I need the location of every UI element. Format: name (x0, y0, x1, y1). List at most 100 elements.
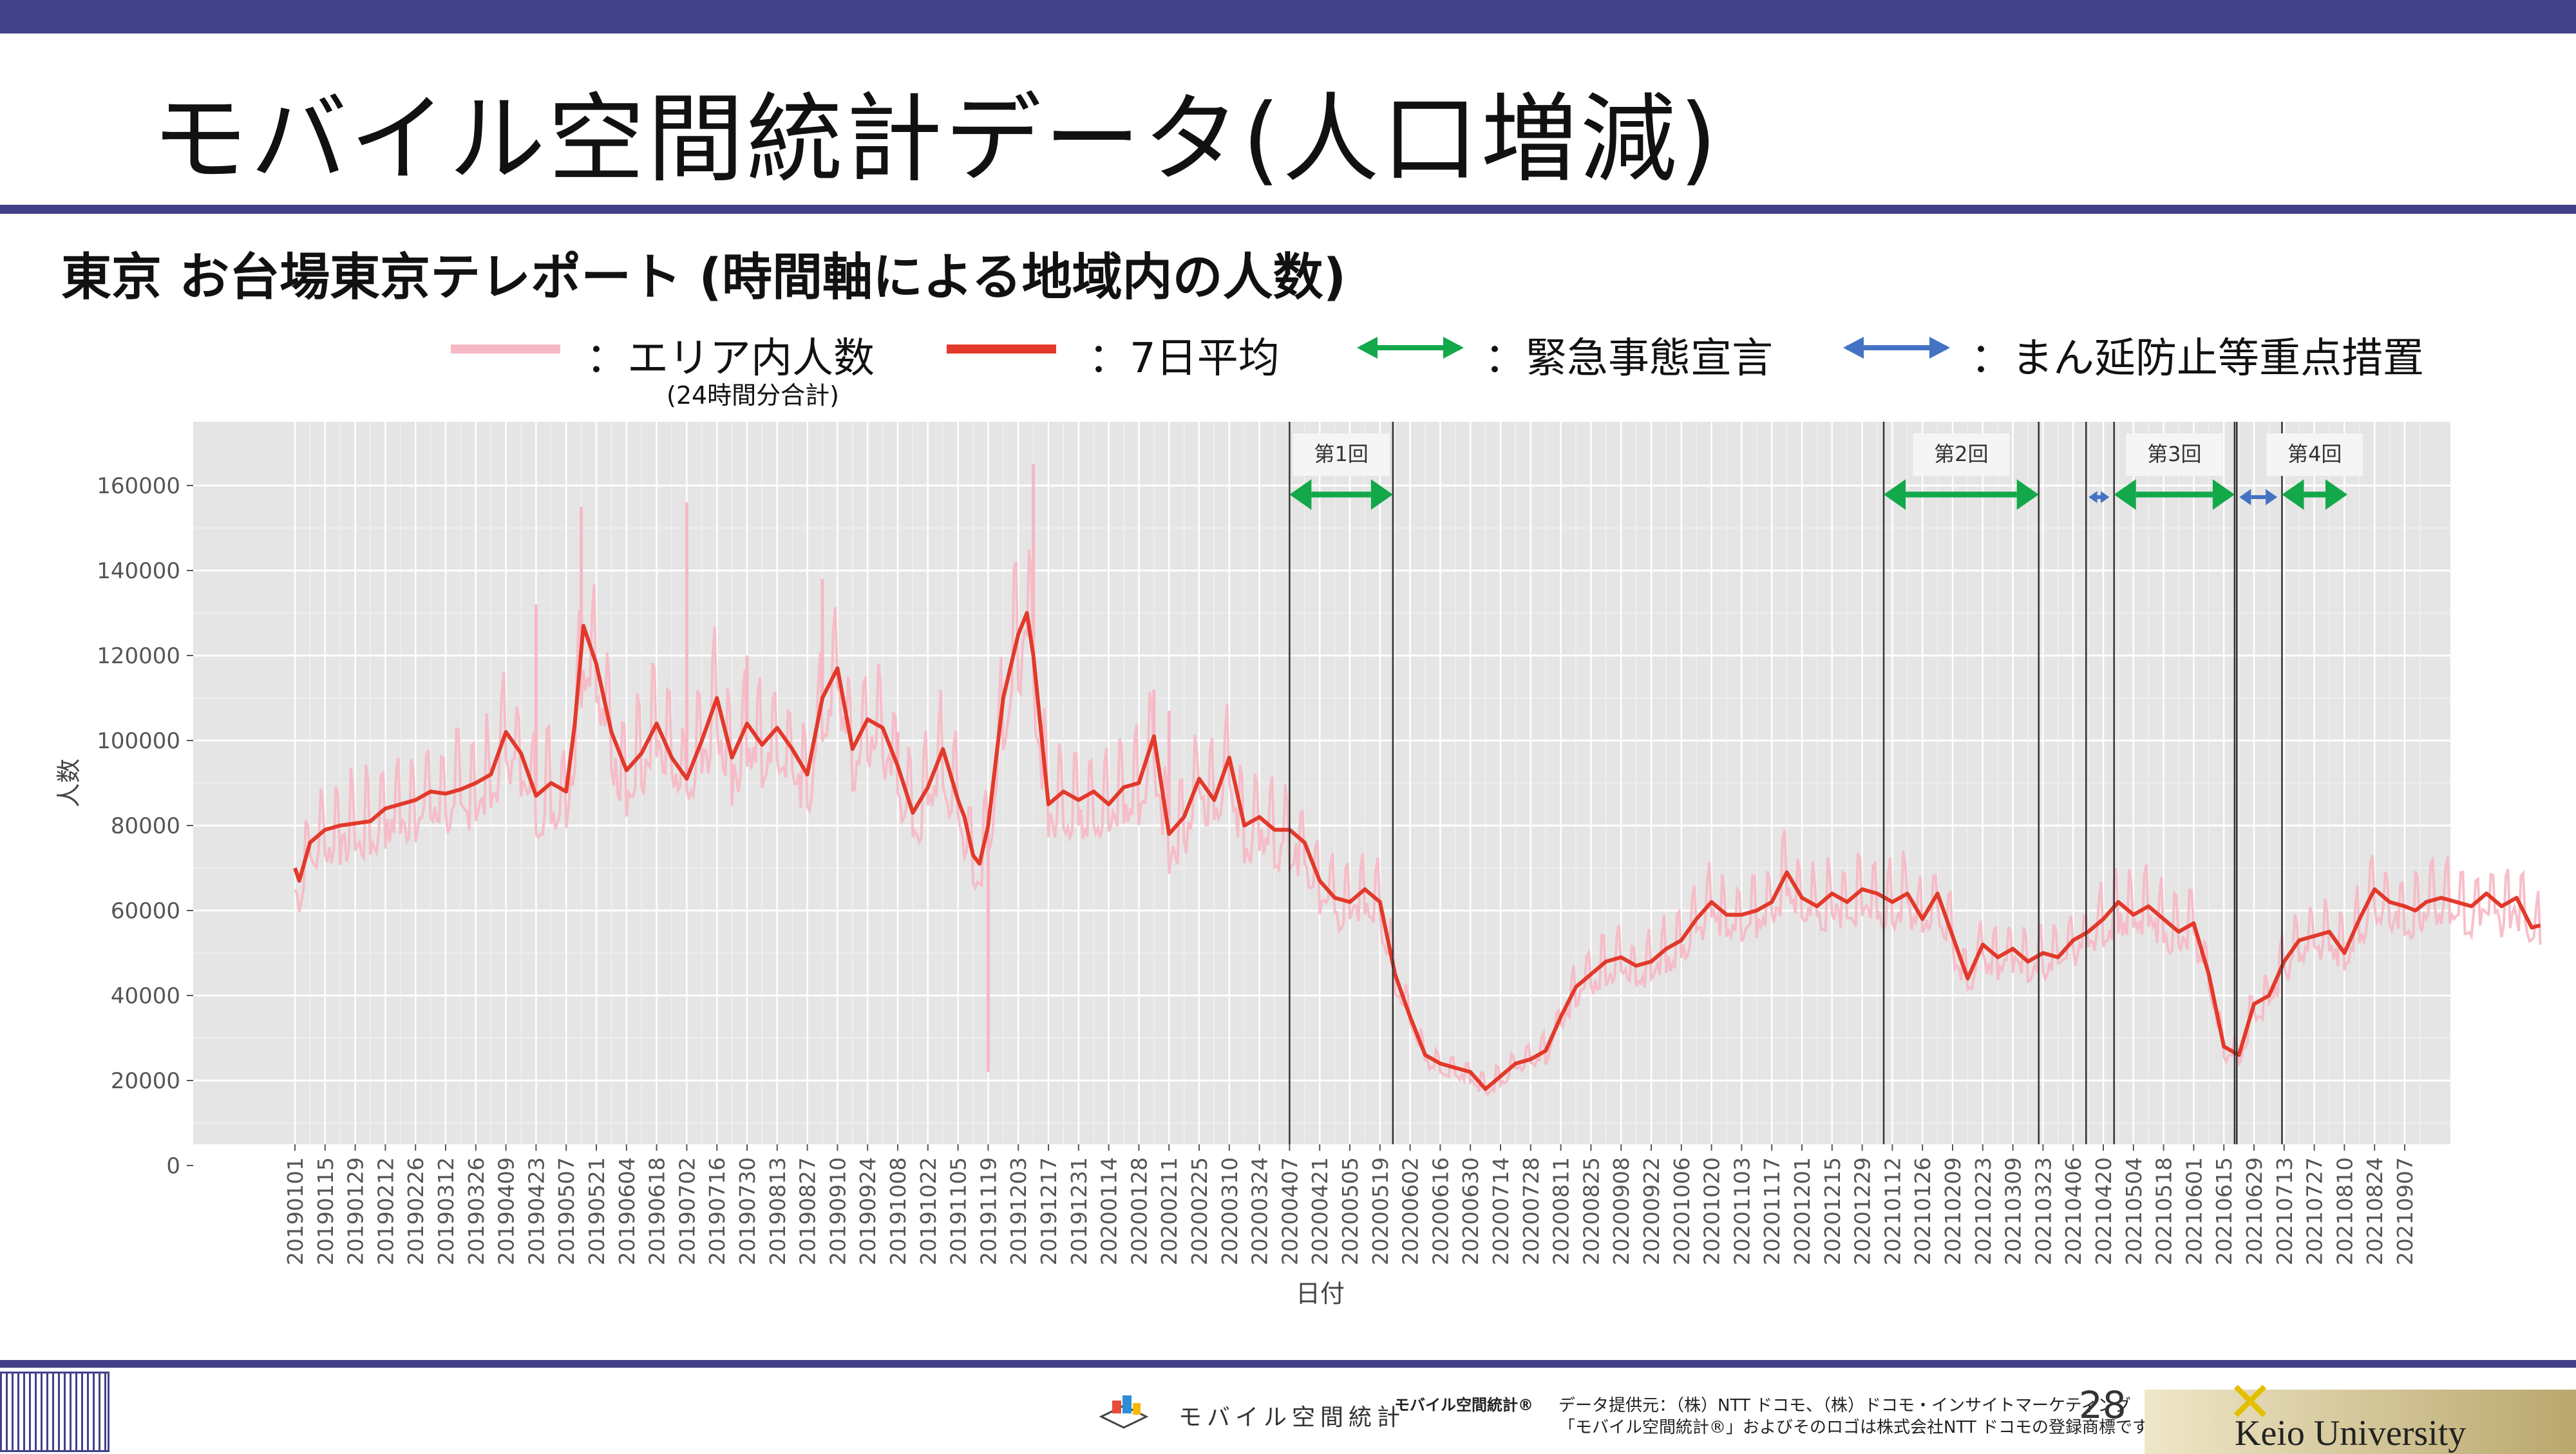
x-tick-label: 20210810 (2332, 1157, 2357, 1265)
x-tick-label: 20190910 (825, 1157, 850, 1265)
x-tick-label: 20190604 (614, 1157, 639, 1265)
footer-divider (0, 1360, 2576, 1368)
area-count-series (294, 464, 2542, 1097)
legend-area-count-note: (24時間分合計) (667, 381, 840, 410)
moving-average-line (293, 611, 2541, 1091)
x-tick-label: 20190730 (735, 1157, 760, 1265)
x-axis: 20190101 20190115 20190129 20190212 20190226… (283, 1144, 2418, 1265)
period-label-box (2266, 433, 2363, 476)
y-axis-label: 人数 (55, 759, 83, 807)
x-tick-label: 20201229 (1850, 1157, 1875, 1265)
x-tick-label: 20200922 (1639, 1157, 1664, 1265)
x-tick-label: 20190101 (283, 1157, 308, 1265)
top-accent-bar (0, 0, 2576, 33)
y-tick-label: 20000 (111, 1068, 180, 1094)
x-tick-label: 20200728 (1519, 1157, 1544, 1265)
mobile-stats-logo-text: モバイル空間統計 (1179, 1404, 1406, 1431)
x-tick-label: 20191231 (1066, 1157, 1092, 1265)
page-number: 28 (2079, 1383, 2126, 1427)
x-tick-label: 20200714 (1488, 1157, 1513, 1265)
x-tick-label: 20210615 (2211, 1157, 2237, 1265)
y-tick-label: 160000 (97, 473, 180, 499)
chart-subtitle: 東京 お台場東京テレポート (時間軸による地域内の人数) (61, 249, 1347, 307)
x-tick-label: 20190702 (674, 1157, 699, 1265)
emergency-period-label: 第4回 (2287, 442, 2342, 466)
x-tick-label: 20190129 (343, 1157, 368, 1265)
x-tick-label: 20190212 (373, 1157, 398, 1265)
y-tick-label: 80000 (111, 813, 180, 839)
period-label-box (1293, 433, 1390, 476)
university-name: Keio University (2235, 1413, 2467, 1453)
x-tick-label: 20200211 (1157, 1157, 1182, 1265)
x-tick-label: 20210727 (2302, 1157, 2327, 1265)
area-count-line (294, 549, 2542, 1097)
period-label-box (1913, 433, 2010, 476)
x-tick-label: 20210126 (1910, 1157, 1935, 1265)
x-tick-label: 20210824 (2362, 1157, 2387, 1265)
x-tick-label: 20200519 (1368, 1157, 1393, 1265)
x-tick-label: 20210629 (2242, 1157, 2267, 1265)
x-tick-label: 20210209 (1940, 1157, 1965, 1265)
x-tick-label: 20210518 (2152, 1157, 2177, 1265)
legend-emergency-label: ：緊急事態宣言 (1484, 335, 1773, 382)
x-tick-label: 20210601 (2181, 1157, 2206, 1265)
x-tick-label: 20190716 (705, 1157, 730, 1265)
pen-mark-icon: ✕ (2227, 1370, 2274, 1435)
x-tick-label: 20191119 (976, 1157, 1001, 1265)
legend-moving-avg-label: ：7日平均 (1088, 335, 1280, 382)
x-tick-label: 20200310 (1217, 1157, 1242, 1265)
grid-lines (193, 422, 2450, 1167)
x-tick-label: 20191203 (1006, 1157, 1031, 1265)
emergency-period-label: 第3回 (2147, 442, 2201, 466)
x-tick-label: 20191105 (946, 1157, 971, 1265)
x-tick-label: 20191022 (916, 1157, 941, 1265)
x-tick-label: 20190423 (524, 1157, 549, 1265)
emergency-period-arrow (2114, 479, 2235, 510)
x-tick-label: 20191008 (886, 1157, 911, 1265)
x-tick-label: 20190507 (554, 1157, 579, 1265)
x-tick-label: 20200505 (1338, 1157, 1363, 1265)
x-tick-label: 20190827 (795, 1157, 820, 1265)
moving-average-series (293, 611, 2541, 1091)
legend-emergency: ：緊急事態宣言 (1356, 325, 1806, 382)
x-tick-label: 20201201 (1790, 1157, 1815, 1265)
x-tick-label: 20200908 (1609, 1157, 1634, 1265)
x-tick-label: 20201020 (1700, 1157, 1725, 1265)
x-tick-label: 20190312 (433, 1157, 459, 1265)
x-tick-label: 20200630 (1458, 1157, 1483, 1265)
x-tick-label: 20210504 (2121, 1157, 2146, 1265)
y-tick-label: 120000 (97, 643, 180, 669)
x-tick-label: 20210309 (2001, 1157, 2026, 1265)
y-tick-label: 140000 (97, 558, 180, 584)
legend-area-count-swatch (451, 345, 560, 354)
legend-emergency-arrow-icon (1357, 337, 1464, 359)
x-tick-label: 20201215 (1820, 1157, 1845, 1265)
legend-area-count: ：エリア内人数 (451, 325, 902, 382)
period-label-box (2126, 433, 2223, 476)
provider-line-2: 「モバイル空間統計®」およびそのロゴは株式会社NTT ドコモの登録商標です。 (1558, 1418, 2164, 1437)
emergency-period-arrow (1884, 479, 2039, 510)
emergency-period-arrow (2282, 479, 2347, 510)
mobile-stats-logo-icon (1099, 1395, 1149, 1429)
x-tick-label: 20210112 (1880, 1157, 1905, 1265)
x-tick-label: 20200324 (1247, 1157, 1273, 1265)
y-axis: 0 20000 40000 60000 80000 100000 120000 140000 1… (97, 473, 193, 1179)
legend-priority-arrow-icon (1843, 337, 1950, 359)
legend-moving-avg: ：7日平均 (947, 325, 1333, 382)
keio-logo: ✕ Keio University (2145, 1370, 2576, 1454)
x-tick-label: 20210223 (1971, 1157, 1996, 1265)
legend-priority: ：まん延防止等重点措置 (1842, 325, 2486, 382)
slide-title: モバイル空間統計データ(人口増減) (151, 84, 1720, 196)
x-tick-label: 20210420 (2091, 1157, 2116, 1265)
legend-priority-label: ：まん延防止等重点措置 (1971, 335, 2424, 382)
x-tick-label: 20200421 (1307, 1157, 1332, 1265)
x-tick-label: 20191217 (1036, 1157, 1061, 1265)
x-tick-label: 20190409 (494, 1157, 519, 1265)
x-tick-label: 20200811 (1549, 1157, 1574, 1265)
x-tick-label: 20190618 (645, 1157, 670, 1265)
x-tick-label: 20190813 (765, 1157, 790, 1265)
x-tick-label: 20200128 (1126, 1157, 1151, 1265)
x-tick-label: 20200825 (1578, 1157, 1604, 1265)
priority-period-arrow (2239, 489, 2278, 505)
x-tick-label: 20200114 (1097, 1157, 1122, 1265)
